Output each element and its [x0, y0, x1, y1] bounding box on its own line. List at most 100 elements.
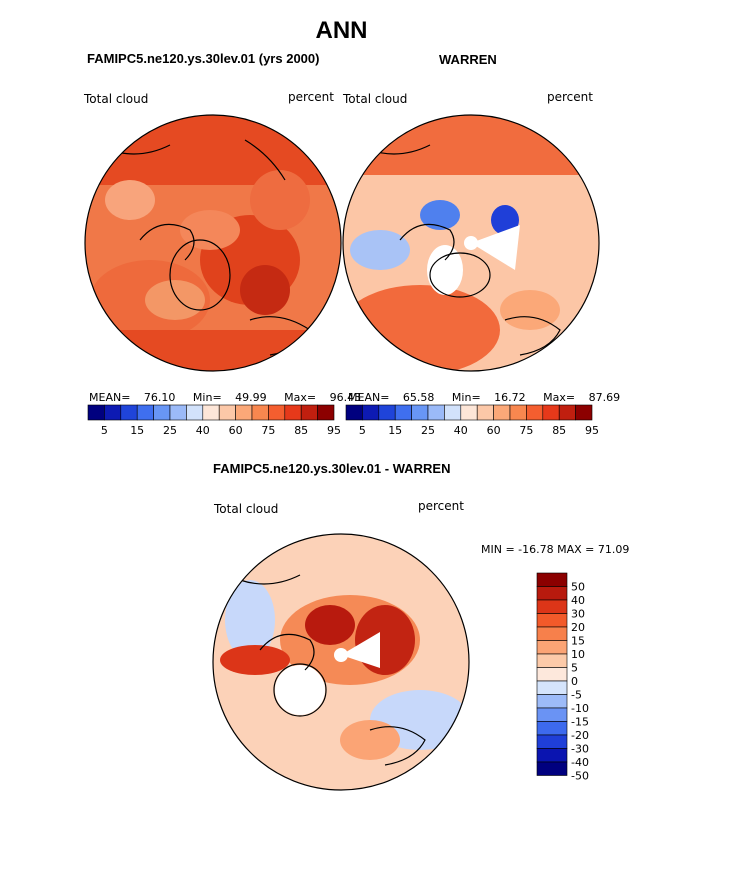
right-colorbar-swatch: [378, 404, 396, 421]
right-panel-title: WARREN: [439, 52, 497, 67]
right-colorbar-swatch: [558, 404, 576, 421]
diff-colorbar-tick-label: -15: [571, 716, 589, 729]
diff-colorbar-swatch: [536, 761, 568, 776]
left-mean-label: MEAN=: [89, 391, 131, 404]
right-colorbar: 5 15 25 40 60 75 85 95: [345, 404, 599, 437]
left-colorbar-swatch: [120, 404, 138, 421]
right-mean-label: MEAN=: [348, 391, 390, 404]
left-min-value: 49.99: [235, 391, 267, 404]
diff-colorbar-swatch: [536, 572, 568, 587]
diff-colorbar-swatch: [536, 640, 568, 655]
diff-colorbar-swatch: [536, 626, 568, 641]
diff-units-label: percent: [418, 499, 464, 513]
right-colorbar-swatch: [427, 404, 445, 421]
left-colorbar-swatch: [317, 404, 335, 421]
diff-colorbar-tick-label: 5: [571, 662, 578, 675]
right-colorbar-swatch: [509, 404, 527, 421]
right-colorbar-swatch: [493, 404, 511, 421]
right-colorbar-tick-label: 40: [454, 424, 468, 437]
left-colorbar-swatch: [251, 404, 269, 421]
diff-colorbar-tick-label: -50: [571, 770, 589, 783]
right-colorbar-tick-label: 85: [552, 424, 566, 437]
diff-colorbar-swatch: [536, 667, 568, 682]
right-colorbar-swatch: [460, 404, 478, 421]
right-mean-value: 65.58: [402, 391, 435, 404]
diff-colorbar-tick-label: 10: [571, 648, 585, 661]
left-colorbar-swatch: [136, 404, 154, 421]
left-stats: MEAN= 76.10 Min= 49.99 Max= 96.43: [89, 391, 361, 404]
left-colorbar-swatch: [268, 404, 286, 421]
left-max-value: 96.43: [329, 391, 362, 404]
right-colorbar-swatch: [575, 404, 593, 421]
diff-colorbar-swatch: [536, 707, 568, 722]
right-colorbar-tick-label: 25: [421, 424, 435, 437]
left-min-label: Min=: [192, 391, 222, 404]
right-colorbar-swatch: [345, 404, 363, 421]
diff-colorbar-swatch: [536, 613, 568, 628]
right-colorbar-swatch: [476, 404, 494, 421]
left-colorbar-swatch: [153, 404, 171, 421]
left-colorbar-tick-label: 40: [196, 424, 210, 437]
left-colorbar-swatch: [104, 404, 122, 421]
right-colorbar-tick-label: 15: [388, 424, 402, 437]
left-colorbar-tick-label: 25: [163, 424, 177, 437]
left-colorbar-tick-label: 95: [327, 424, 341, 437]
diff-colorbar-tick-label: -10: [571, 702, 589, 715]
diff-field-label: Total cloud: [214, 502, 279, 516]
right-max-value: 87.69: [588, 391, 621, 404]
right-colorbar-swatch: [542, 404, 560, 421]
left-max-label: Max=: [284, 391, 317, 404]
diff-colorbar-tick-label: 20: [571, 621, 585, 634]
diff-colorbar-swatch: [536, 734, 568, 749]
right-field-label: Total cloud: [343, 92, 408, 106]
diff-minmax: MIN = -16.78 MAX = 71.09: [481, 543, 630, 556]
right-max-label: Max=: [543, 391, 576, 404]
right-colorbar-tick-label: 75: [519, 424, 533, 437]
left-panel-title: FAMIPC5.ne120.ys.30lev.01 (yrs 2000): [87, 51, 320, 66]
left-field-label: Total cloud: [84, 92, 149, 106]
right-stats: MEAN= 65.58 Min= 16.72 Max= 87.69: [348, 391, 620, 404]
left-colorbar-swatch: [284, 404, 302, 421]
diff-colorbar-tick-label: -30: [571, 743, 589, 756]
right-colorbar-swatch: [526, 404, 544, 421]
left-units-label: percent: [288, 90, 334, 104]
right-min-label: Min=: [451, 391, 481, 404]
diff-colorbar-swatch: [536, 694, 568, 709]
left-mean-value: 76.10: [143, 391, 176, 404]
right-min-value: 16.72: [494, 391, 526, 404]
left-colorbar-swatch: [186, 404, 204, 421]
diff-colorbar-swatch: [536, 748, 568, 763]
right-colorbar-tick-label: 60: [487, 424, 501, 437]
page-title: ANN: [315, 17, 368, 44]
right-units-label: percent: [547, 90, 593, 104]
left-colorbar-tick-label: 60: [229, 424, 243, 437]
left-colorbar-tick-label: 15: [130, 424, 144, 437]
left-colorbar-tick-label: 5: [101, 424, 108, 437]
left-colorbar-swatch: [300, 404, 318, 421]
left-colorbar-swatch: [218, 404, 236, 421]
right-colorbar-swatch: [411, 404, 429, 421]
diff-colorbar-swatch: [536, 599, 568, 614]
diff-colorbar-swatch: [536, 721, 568, 736]
diff-colorbar-tick-label: -20: [571, 729, 589, 742]
diff-colorbar-tick-label: 15: [571, 635, 585, 648]
right-colorbar-tick-label: 95: [585, 424, 599, 437]
left-colorbar: 5 15 25 40 60 75 85 95: [87, 404, 341, 437]
right-colorbar-swatch: [362, 404, 380, 421]
diff-colorbar-tick-label: 0: [571, 675, 578, 688]
diff-colorbar-tick-label: 40: [571, 594, 585, 607]
diff-colorbar-tick-label: -5: [571, 689, 582, 702]
diff-panel-title: FAMIPC5.ne120.ys.30lev.01 - WARREN: [213, 461, 451, 476]
diff-colorbar-tick-label: 30: [571, 608, 585, 621]
diff-colorbar-swatch: [536, 653, 568, 668]
diff-colorbar-swatch: [536, 680, 568, 695]
diff-colorbar-swatch: [536, 586, 568, 601]
diff-colorbar-tick-label: 50: [571, 581, 585, 594]
left-colorbar-swatch: [169, 404, 187, 421]
left-colorbar-swatch: [87, 404, 105, 421]
right-colorbar-swatch: [394, 404, 412, 421]
left-colorbar-tick-label: 85: [294, 424, 308, 437]
left-colorbar-swatch: [202, 404, 220, 421]
